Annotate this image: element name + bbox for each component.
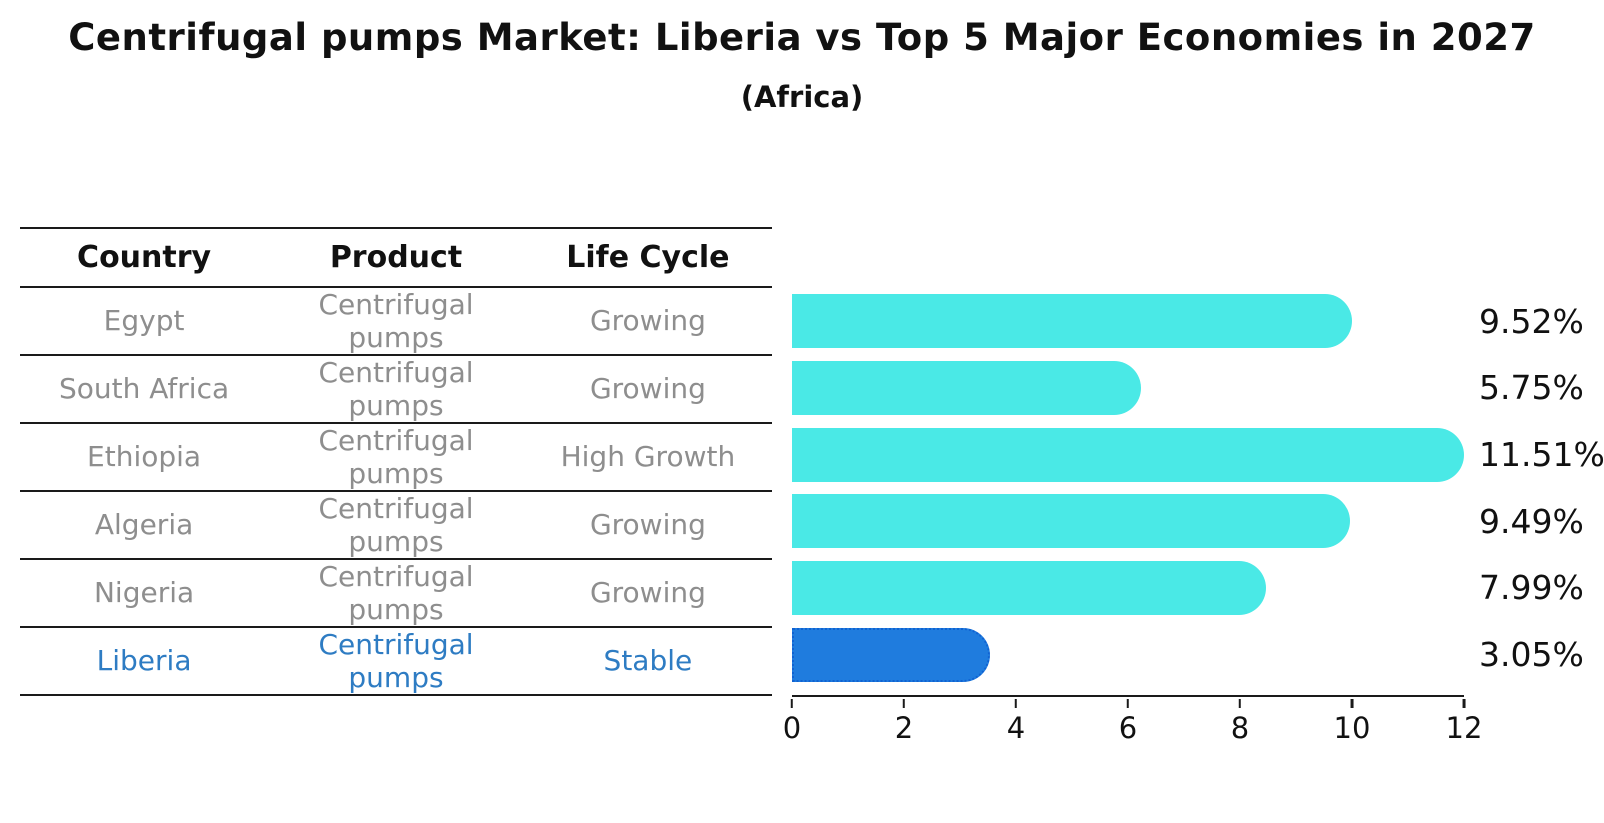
tick-label: 12	[1445, 711, 1483, 745]
x-axis-tick: 10	[1333, 699, 1371, 745]
life-cycle-cell: Growing	[589, 508, 706, 541]
table-row-algeria: Algeria Centrifugal pumps Growing	[20, 492, 772, 560]
x-axis: 0 2 4 6 8 10 12	[783, 695, 1482, 745]
bar-liberia-highlighted	[792, 627, 990, 682]
value-label-ethiopia: 11.51%	[1479, 435, 1604, 475]
life-cycle-cell: Stable	[603, 644, 693, 677]
tick-mark	[790, 699, 794, 708]
bar-row	[792, 421, 1464, 488]
tick-mark	[902, 699, 906, 708]
bar-algeria	[792, 494, 1351, 549]
tick-mark	[1238, 699, 1242, 708]
value-label-column: 9.52% 5.75% 11.51% 9.49% 7.99% 3.05%	[1479, 288, 1604, 688]
bar-row	[792, 488, 1464, 555]
bar-south-africa	[792, 360, 1141, 415]
tick-label: 4	[1006, 711, 1026, 745]
bar-plot-area	[792, 288, 1464, 688]
bar-egypt	[792, 294, 1353, 349]
x-axis-tick: 12	[1445, 699, 1483, 745]
table-row-liberia: Liberia Centrifugal pumps Stable	[20, 628, 772, 696]
x-axis-tick: 6	[1119, 699, 1137, 745]
x-axis-tick: 0	[783, 699, 801, 745]
tick-mark	[1126, 699, 1130, 708]
bar-nigeria	[792, 560, 1267, 615]
tick-mark	[1350, 699, 1354, 708]
life-cycle-cell: Growing	[589, 372, 706, 405]
product-cell: Centrifugal pumps	[318, 559, 474, 626]
x-axis-tick: 4	[1007, 699, 1025, 745]
value-label-nigeria: 7.99%	[1479, 568, 1584, 608]
country-cell: Egypt	[103, 304, 185, 337]
column-header-country: Country	[77, 239, 212, 275]
bar-row	[792, 555, 1464, 622]
chart-title: Centrifugal pumps Market: Liberia vs Top…	[68, 16, 1536, 59]
table-row-nigeria: Nigeria Centrifugal pumps Growing	[20, 560, 772, 628]
bar-ethiopia	[792, 427, 1464, 482]
tick-mark	[1014, 699, 1018, 708]
value-label-egypt: 9.52%	[1479, 301, 1584, 341]
tick-label: 6	[1118, 711, 1138, 745]
table-body: Egypt Centrifugal pumps Growing South Af…	[20, 288, 772, 696]
value-label-liberia: 3.05%	[1479, 635, 1584, 675]
chart-subtitle: (Africa)	[740, 80, 864, 114]
x-axis-tick: 2	[895, 699, 913, 745]
bar-row	[792, 621, 1464, 688]
value-label-south-africa: 5.75%	[1479, 368, 1584, 408]
product-cell: Centrifugal pumps	[318, 423, 474, 490]
life-cycle-cell: Growing	[589, 304, 706, 337]
product-cell: Centrifugal pumps	[318, 627, 474, 694]
life-cycle-cell: Growing	[589, 576, 706, 609]
value-label-algeria: 9.49%	[1479, 501, 1584, 541]
bar-row	[792, 355, 1464, 422]
table-row-ethiopia: Ethiopia Centrifugal pumps High Growth	[20, 424, 772, 492]
table-row-egypt: Egypt Centrifugal pumps Growing	[20, 288, 772, 356]
table-row-south-africa: South Africa Centrifugal pumps Growing	[20, 356, 772, 424]
table-header-row: Country Product Life Cycle	[20, 227, 772, 288]
life-cycle-cell: High Growth	[560, 440, 736, 473]
tick-label: 2	[894, 711, 914, 745]
product-cell: Centrifugal pumps	[318, 491, 474, 558]
x-axis-tick: 8	[1231, 699, 1249, 745]
country-cell: Liberia	[96, 644, 192, 677]
tick-mark	[1462, 699, 1466, 708]
country-cell: Algeria	[94, 508, 194, 541]
bar-row	[792, 288, 1464, 355]
product-cell: Centrifugal pumps	[318, 355, 474, 422]
country-cell: Nigeria	[93, 576, 195, 609]
column-header-product: Product	[329, 239, 463, 275]
data-table: Country Product Life Cycle Egypt Centrif…	[20, 227, 772, 696]
product-cell: Centrifugal pumps	[318, 287, 474, 354]
column-header-life-cycle: Life Cycle	[566, 239, 730, 275]
tick-label: 0	[782, 711, 802, 745]
country-cell: Ethiopia	[87, 440, 202, 473]
tick-label: 10	[1333, 711, 1371, 745]
tick-label: 8	[1230, 711, 1250, 745]
country-cell: South Africa	[59, 372, 230, 405]
